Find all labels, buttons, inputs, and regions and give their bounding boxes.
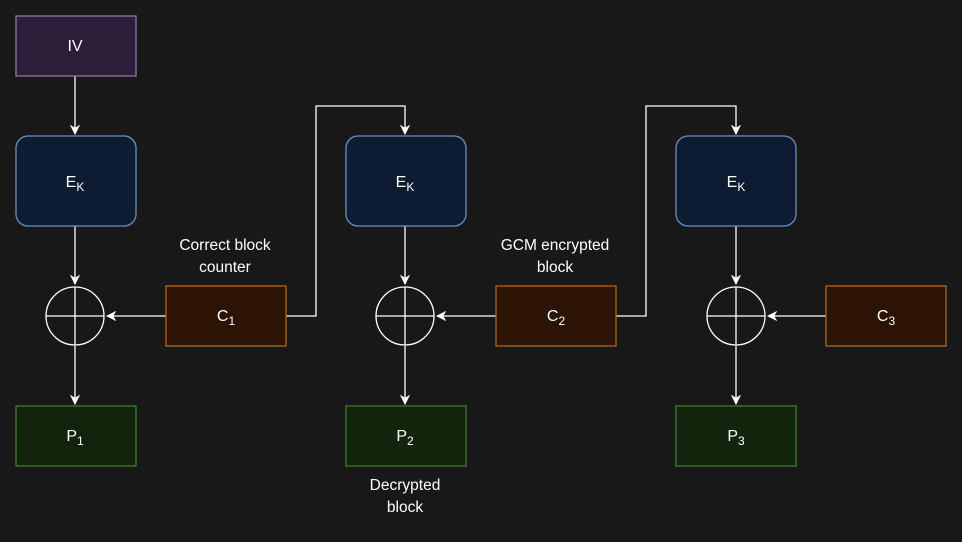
ciphertext-block-3-main: C — [877, 308, 889, 325]
ciphertext-block-3-sub: 3 — [888, 314, 895, 328]
encrypt-block-2-sub: K — [406, 180, 414, 194]
encrypt-block-3-sub: K — [737, 180, 745, 194]
plaintext-block-2: P2 — [345, 405, 467, 467]
encrypt-block-3: EK — [675, 135, 797, 227]
ciphertext-block-2-sub: 2 — [558, 314, 565, 328]
encrypt-block-2: EK — [345, 135, 467, 227]
encrypt-block-2-main: E — [396, 174, 407, 191]
ciphertext-block-2: C2 — [495, 285, 617, 347]
svg-text:P2: P2 — [396, 428, 414, 448]
svg-text:C2: C2 — [547, 308, 566, 328]
ciphertext-block-1-sub: 1 — [228, 314, 235, 328]
plaintext-block-2-sub: 2 — [407, 434, 414, 448]
plaintext-block-3: P3 — [675, 405, 797, 467]
xor-operator-2 — [375, 286, 435, 346]
ciphertext-block-3: C3 — [825, 285, 947, 347]
annotation-counter: Correct block counter — [179, 237, 271, 276]
plaintext-block-1-sub: 1 — [77, 434, 84, 448]
arrow-c1-to-ek2 — [286, 105, 411, 317]
iv-block: IV — [15, 15, 137, 77]
annotation-counter-line2: counter — [199, 259, 251, 276]
svg-text:C1: C1 — [217, 308, 236, 328]
annotation-gcm: GCM encrypted block — [501, 237, 610, 276]
plaintext-block-2-main: P — [396, 428, 407, 445]
iv-label: IV — [67, 38, 82, 55]
ciphertext-block-1-main: C — [217, 308, 229, 325]
annotation-decrypted-line1: Decrypted — [370, 477, 441, 494]
encrypt-block-1: EK — [15, 135, 137, 227]
encrypt-block-1-sub: K — [76, 180, 84, 194]
ciphertext-block-2-main: C — [547, 308, 559, 325]
ciphertext-block-1: C1 — [165, 285, 287, 347]
svg-text:EK: EK — [66, 174, 85, 194]
xor-operator-1 — [45, 286, 105, 346]
svg-text:C3: C3 — [877, 308, 896, 328]
plaintext-block-3-main: P — [727, 428, 738, 445]
annotation-decrypted-line2: block — [387, 499, 423, 516]
plaintext-block-3-sub: 3 — [738, 434, 745, 448]
svg-text:P3: P3 — [727, 428, 745, 448]
svg-text:P1: P1 — [66, 428, 84, 448]
connectors — [69, 76, 826, 406]
encrypt-block-1-main: E — [66, 174, 77, 191]
xor-operator-3 — [706, 286, 766, 346]
svg-text:EK: EK — [396, 174, 415, 194]
plaintext-block-1-main: P — [66, 428, 77, 445]
annotation-decrypted: Decrypted block — [370, 477, 441, 516]
plaintext-block-1: P1 — [15, 405, 137, 467]
annotation-gcm-line2: block — [537, 259, 573, 276]
annotation-gcm-line1: GCM encrypted — [501, 237, 610, 254]
encrypt-block-3-main: E — [727, 174, 738, 191]
svg-text:EK: EK — [727, 174, 746, 194]
arrow-c2-to-ek3 — [616, 105, 742, 317]
annotation-counter-line1: Correct block — [179, 237, 271, 254]
